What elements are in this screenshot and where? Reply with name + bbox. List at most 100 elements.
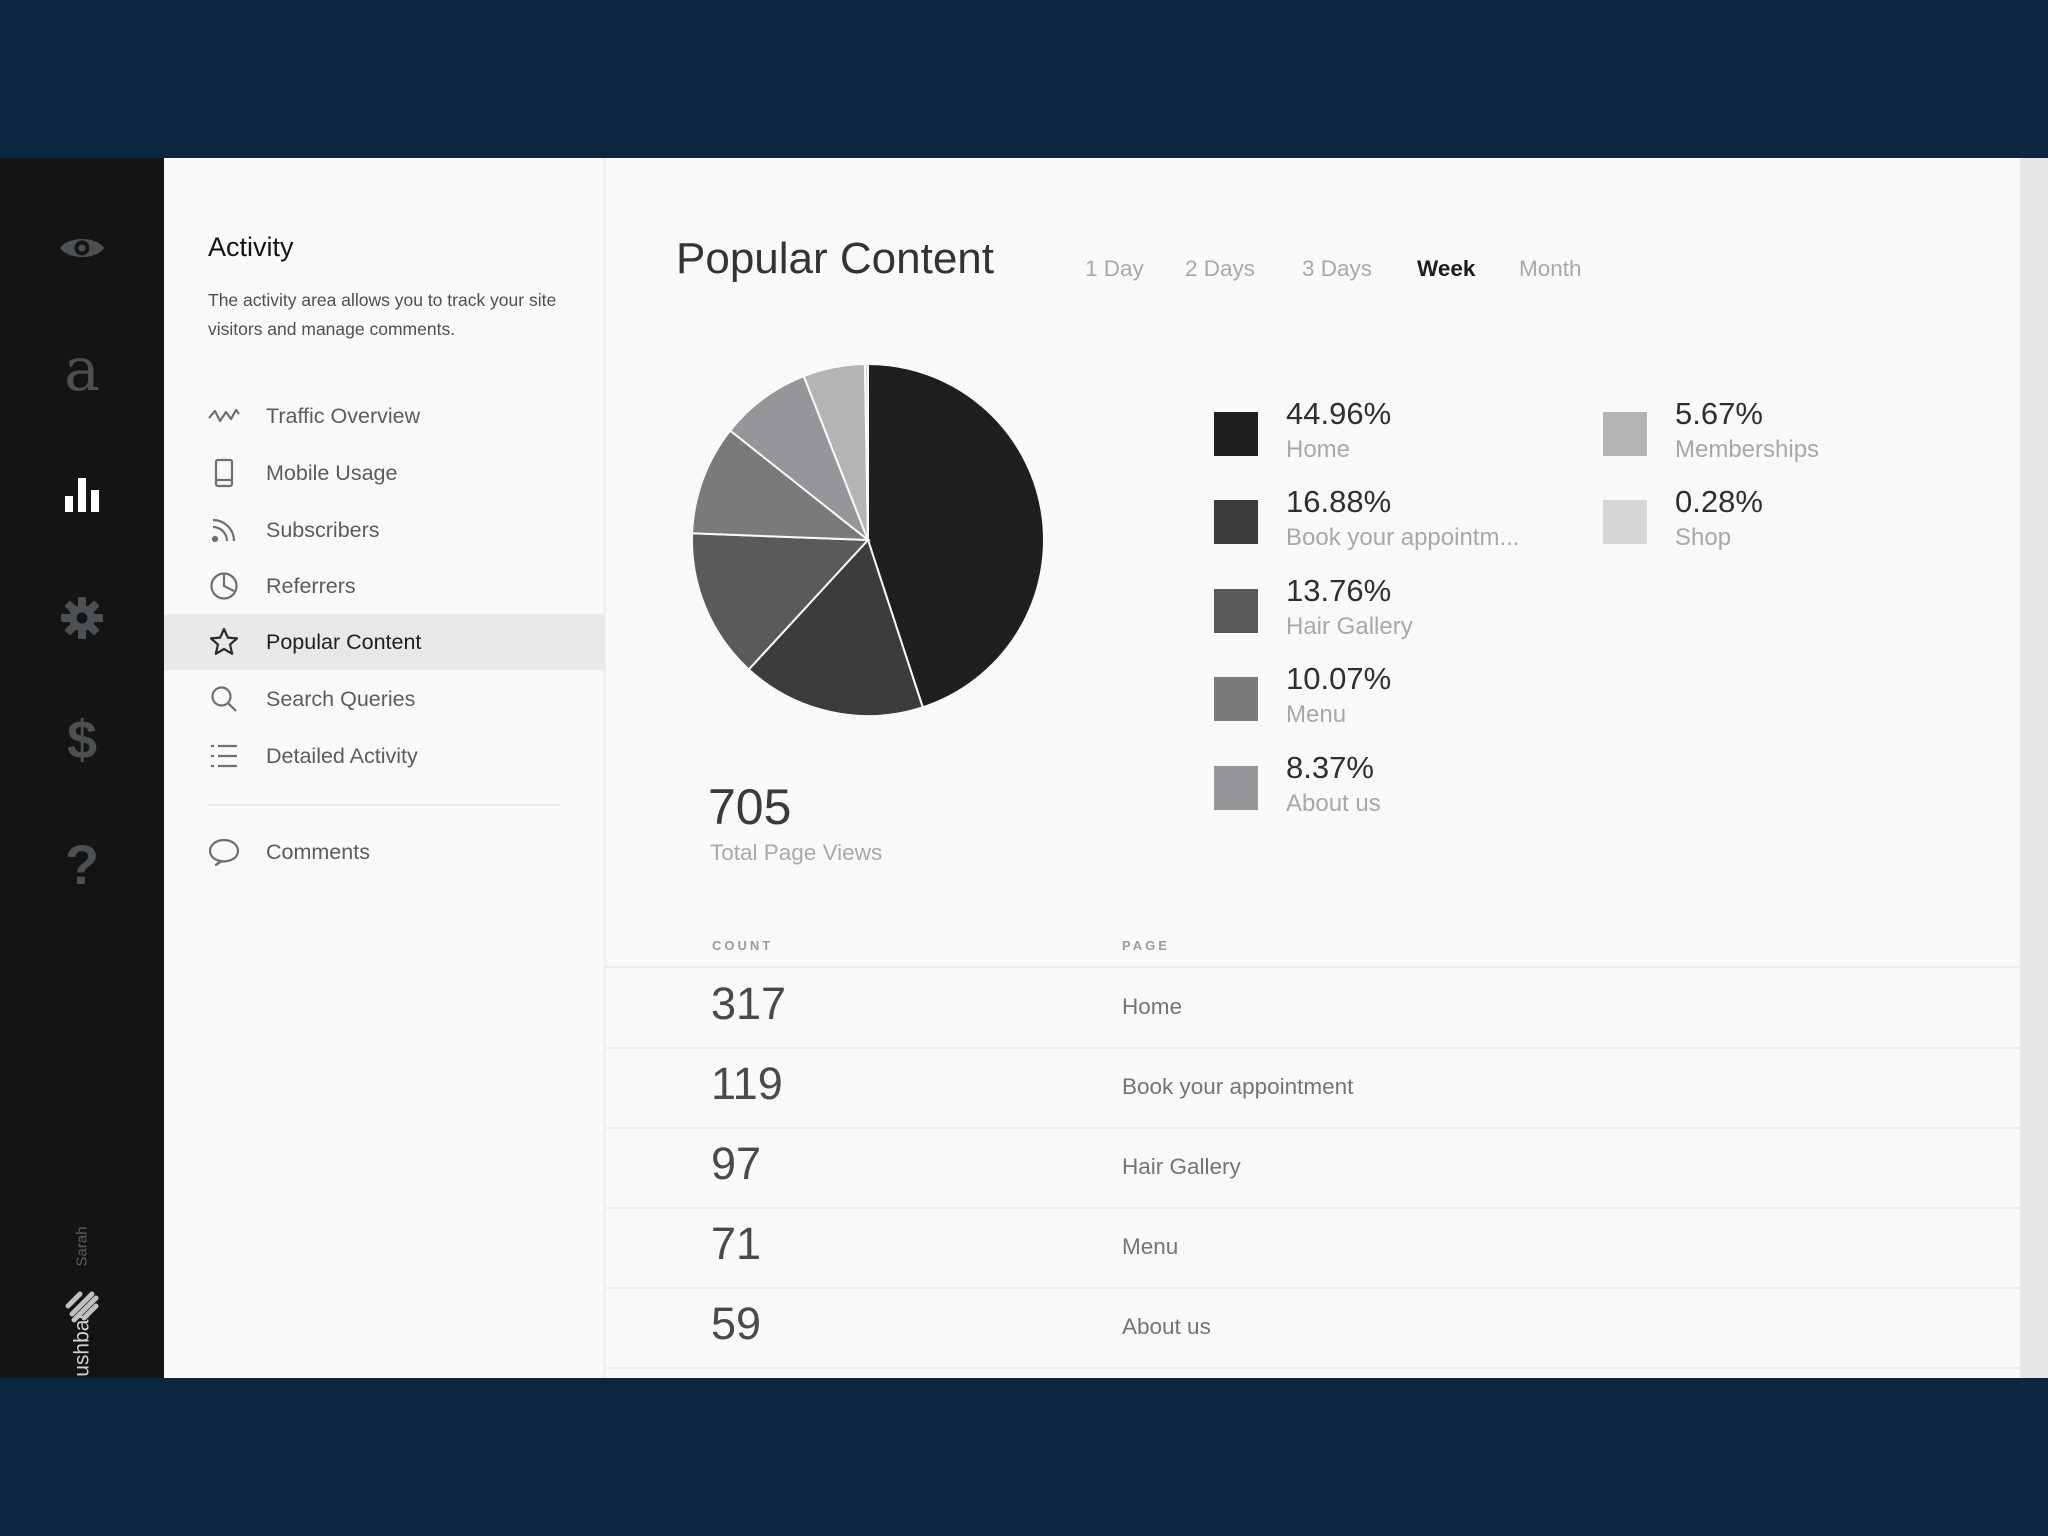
table-divider bbox=[606, 966, 2020, 968]
nav-label: Detailed Activity bbox=[266, 743, 418, 768]
legend-percent: 16.88% bbox=[1286, 484, 1392, 519]
row-count: 97 bbox=[711, 1138, 762, 1189]
legend-label: Menu bbox=[1286, 701, 1347, 728]
right-scroll-strip bbox=[2020, 158, 2048, 1378]
row-page: Hair Gallery bbox=[1122, 1154, 1241, 1179]
legend-item-home: 44.96% Home bbox=[1214, 396, 1574, 476]
pie-slice-book-your-appointment[interactable] bbox=[747, 538, 925, 717]
table-row[interactable]: 71 Menu bbox=[606, 1208, 2020, 1289]
nav-label: Mobile Usage bbox=[266, 460, 398, 485]
legend-percent: 44.96% bbox=[1286, 396, 1392, 431]
activity-panel: Activity The activity area allows you to… bbox=[164, 158, 606, 1378]
speech-bubble-icon bbox=[208, 836, 240, 868]
legend-percent: 10.07% bbox=[1286, 661, 1392, 696]
app-window: a $ bbox=[0, 158, 2048, 1378]
legend-item-menu: 10.07% Menu bbox=[1214, 661, 1574, 741]
nav-label: Popular Content bbox=[266, 629, 422, 654]
pie-slice-home[interactable] bbox=[867, 362, 1045, 709]
dollar-icon[interactable]: $ bbox=[0, 700, 164, 780]
bar-chart-icon[interactable] bbox=[0, 454, 164, 534]
list-icon bbox=[208, 740, 240, 772]
table-row[interactable]: 119 Book your appointment bbox=[606, 1048, 2020, 1129]
nav-item-traffic-overview[interactable]: Traffic Overview bbox=[164, 388, 604, 444]
table-row[interactable]: 59 About us bbox=[606, 1288, 2020, 1369]
nav-item-referrers[interactable]: Referrers bbox=[164, 558, 604, 614]
nav-label: Search Queries bbox=[266, 686, 416, 711]
question-icon[interactable]: ? bbox=[0, 824, 164, 904]
legend-percent: 13.76% bbox=[1286, 573, 1392, 608]
legend-swatch bbox=[1214, 589, 1258, 633]
question-glyph: ? bbox=[64, 832, 100, 896]
legend-item-memberships: 5.67% Memberships bbox=[1603, 396, 1963, 476]
main-content: Popular Content 1 Day 2 Days 3 Days Week… bbox=[606, 158, 2020, 1378]
pie-slice-about-us[interactable] bbox=[728, 374, 871, 544]
nav-item-subscribers[interactable]: Subscribers bbox=[164, 502, 604, 558]
legend-label: Shop bbox=[1675, 524, 1732, 551]
row-count: 71 bbox=[711, 1218, 762, 1269]
row-count: 119 bbox=[711, 1058, 783, 1109]
row-page: Menu bbox=[1122, 1234, 1179, 1259]
nav-label: Subscribers bbox=[266, 517, 380, 542]
pie-slice-hair-gallery[interactable] bbox=[691, 532, 871, 671]
range-tab-week[interactable]: Week bbox=[1417, 256, 1476, 281]
nav-item-comments[interactable]: Comments bbox=[164, 824, 604, 880]
legend-swatch bbox=[1603, 500, 1647, 544]
legend-item-hair-gallery: 13.76% Hair Gallery bbox=[1214, 573, 1574, 653]
activity-title: Activity bbox=[208, 232, 294, 262]
legend-swatch bbox=[1214, 677, 1258, 721]
row-page: About us bbox=[1122, 1314, 1211, 1339]
user-name-label: Sarah bbox=[0, 1226, 164, 1266]
eye-icon[interactable] bbox=[0, 208, 164, 288]
gear-icon[interactable] bbox=[0, 578, 164, 658]
nav-label: Traffic Overview bbox=[266, 403, 421, 428]
legend-label: About us bbox=[1286, 790, 1381, 817]
nav-item-detailed-activity[interactable]: Detailed Activity bbox=[164, 728, 604, 784]
range-tab-3-days[interactable]: 3 Days bbox=[1302, 256, 1373, 281]
row-count: 317 bbox=[711, 978, 787, 1029]
total-page-views-label: Total Page Views bbox=[710, 840, 883, 865]
row-page: Home bbox=[1122, 994, 1183, 1019]
activity-description: The activity area allows you to track yo… bbox=[208, 290, 557, 339]
nav-item-search-queries[interactable]: Search Queries bbox=[164, 671, 604, 727]
legend-percent: 0.28% bbox=[1675, 484, 1763, 519]
legend-item-book-your-appointment: 16.88% Book your appointm... bbox=[1214, 484, 1574, 564]
mobile-phone-icon bbox=[208, 457, 240, 489]
dollar-glyph: $ bbox=[66, 710, 98, 770]
nav-item-popular-content[interactable]: Popular Content bbox=[164, 614, 604, 670]
row-count: 59 bbox=[711, 1298, 762, 1349]
table-row[interactable]: 97 Hair Gallery bbox=[606, 1128, 2020, 1209]
trend-line-icon bbox=[208, 400, 240, 432]
nav-item-mobile-usage[interactable]: Mobile Usage bbox=[164, 445, 604, 501]
star-icon bbox=[208, 626, 240, 658]
legend-swatch bbox=[1214, 412, 1258, 456]
page-title: Popular Content bbox=[676, 234, 994, 283]
legend-swatch bbox=[1214, 500, 1258, 544]
pie-chart bbox=[691, 362, 1045, 717]
table-row[interactable]: 317 Home bbox=[606, 968, 2020, 1049]
legend-item-about-us: 8.37% About us bbox=[1214, 750, 1574, 830]
search-icon bbox=[208, 683, 240, 715]
column-header-page[interactable]: PAGE bbox=[1122, 938, 1170, 953]
range-tab-month[interactable]: Month bbox=[1519, 256, 1582, 281]
column-header-count[interactable]: COUNT bbox=[712, 938, 774, 953]
squarespace-logo-icon[interactable] bbox=[0, 1266, 164, 1346]
nav-divider bbox=[208, 804, 560, 806]
legend-label: Hair Gallery bbox=[1286, 613, 1413, 640]
main-rail: a $ bbox=[0, 158, 164, 1378]
logo-a-icon[interactable]: a bbox=[0, 330, 164, 410]
legend-label: Home bbox=[1286, 436, 1351, 463]
legend-item-shop: 0.28% Shop bbox=[1603, 484, 1963, 564]
logo-letter: a bbox=[64, 335, 100, 405]
legend-swatch bbox=[1214, 766, 1258, 810]
user-name: Sarah bbox=[73, 1225, 91, 1267]
range-tab-2-days[interactable]: 2 Days bbox=[1185, 256, 1256, 281]
legend-swatch bbox=[1603, 412, 1647, 456]
pie-slice-shop[interactable] bbox=[863, 362, 869, 541]
legend-label: Memberships bbox=[1675, 436, 1820, 463]
rss-icon bbox=[208, 514, 240, 546]
total-page-views-value: 705 bbox=[708, 779, 792, 835]
pie-slice-menu[interactable] bbox=[691, 429, 872, 542]
range-tab-1-day[interactable]: 1 Day bbox=[1085, 256, 1144, 281]
legend-label: Book your appointm... bbox=[1286, 524, 1520, 551]
row-page: Book your appointment bbox=[1122, 1074, 1354, 1099]
